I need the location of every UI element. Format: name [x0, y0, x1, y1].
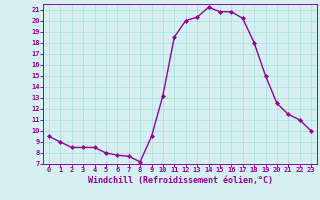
- X-axis label: Windchill (Refroidissement éolien,°C): Windchill (Refroidissement éolien,°C): [87, 176, 273, 185]
